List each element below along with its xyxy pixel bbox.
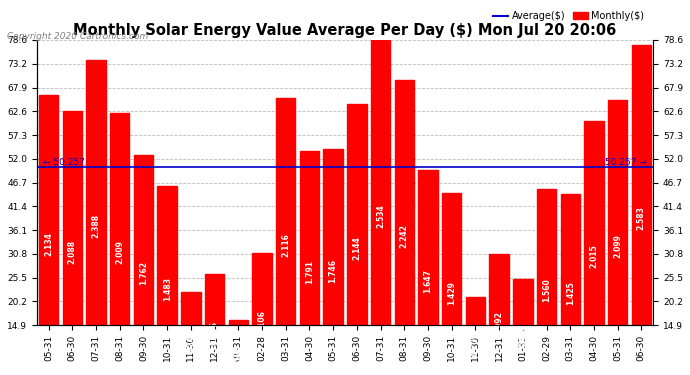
Bar xyxy=(418,171,437,375)
Bar xyxy=(560,194,580,375)
Bar xyxy=(631,45,651,375)
Bar xyxy=(442,194,462,375)
Text: 1.762: 1.762 xyxy=(139,261,148,285)
Text: 1.425: 1.425 xyxy=(566,281,575,305)
Text: 1.560: 1.560 xyxy=(542,279,551,303)
Text: ← 50.257: ← 50.257 xyxy=(43,158,85,166)
Text: 1.106: 1.106 xyxy=(257,310,266,334)
Text: 2.144: 2.144 xyxy=(353,236,362,260)
Text: 0.709: 0.709 xyxy=(471,332,480,356)
Text: 1.429: 1.429 xyxy=(447,281,456,304)
Text: Copyright 2020 Cartronics.com: Copyright 2020 Cartronics.com xyxy=(7,32,148,41)
Bar xyxy=(134,155,153,375)
Text: 1.483: 1.483 xyxy=(163,277,172,301)
Text: 50.257 →: 50.257 → xyxy=(605,158,647,166)
Text: 2.583: 2.583 xyxy=(637,206,646,230)
Text: 2.009: 2.009 xyxy=(115,240,124,264)
Bar xyxy=(110,113,130,375)
Bar xyxy=(86,60,106,375)
Text: 0.520: 0.520 xyxy=(234,344,243,368)
Legend: Average($), Monthly($): Average($), Monthly($) xyxy=(489,8,649,25)
Bar xyxy=(181,292,201,375)
Bar xyxy=(324,149,343,375)
Bar xyxy=(584,121,604,375)
Text: 1.746: 1.746 xyxy=(328,259,337,283)
Bar xyxy=(39,95,59,375)
Bar xyxy=(347,104,366,375)
Bar xyxy=(299,151,319,375)
Text: 2.088: 2.088 xyxy=(68,240,77,264)
Text: 2.015: 2.015 xyxy=(589,244,598,268)
Bar xyxy=(63,111,82,375)
Text: 2.134: 2.134 xyxy=(44,232,53,256)
Text: 0.746: 0.746 xyxy=(186,330,195,354)
Text: 2.388: 2.388 xyxy=(92,214,101,238)
Bar xyxy=(371,40,391,375)
Text: 0.846: 0.846 xyxy=(210,321,219,345)
Bar xyxy=(608,100,627,375)
Bar xyxy=(513,279,533,375)
Bar xyxy=(253,253,272,375)
Text: 2.116: 2.116 xyxy=(282,233,290,257)
Text: 0.992: 0.992 xyxy=(495,311,504,335)
Bar xyxy=(205,274,224,375)
Bar xyxy=(228,320,248,375)
Text: 2.242: 2.242 xyxy=(400,224,408,248)
Text: 1.647: 1.647 xyxy=(424,269,433,293)
Bar xyxy=(276,98,295,375)
Bar xyxy=(157,186,177,375)
Text: 2.099: 2.099 xyxy=(613,234,622,258)
Bar xyxy=(466,297,485,375)
Bar xyxy=(395,80,414,375)
Text: 2.534: 2.534 xyxy=(376,204,385,228)
Bar xyxy=(489,254,509,375)
Text: 1.791: 1.791 xyxy=(305,260,314,284)
Bar xyxy=(537,189,556,375)
Text: 0.814: 0.814 xyxy=(518,323,527,347)
Title: Monthly Solar Energy Value Average Per Day ($) Mon Jul 20 20:06: Monthly Solar Energy Value Average Per D… xyxy=(73,24,617,39)
